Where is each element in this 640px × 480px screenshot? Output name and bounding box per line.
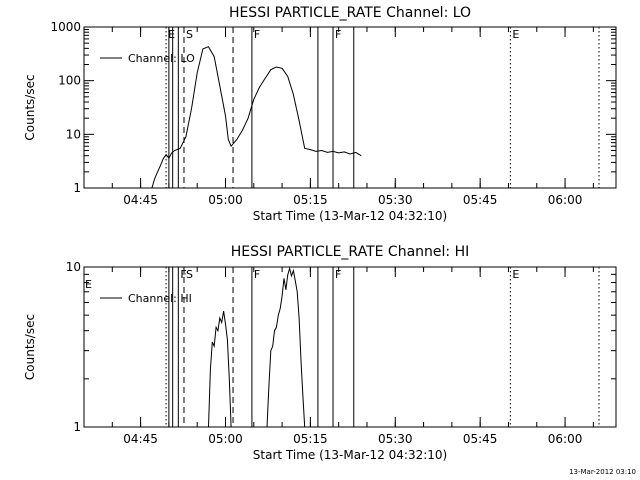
y-tick-label: 1: [73, 420, 81, 434]
x-tick-label: 05:15: [293, 432, 328, 446]
chart-title: HESSI PARTICLE_RATE Channel: LO: [229, 5, 471, 21]
y-axis-label: Counts/sec: [23, 314, 37, 380]
y-tick-label: 10: [66, 127, 81, 141]
event-marker-label: S: [186, 28, 193, 41]
event-marker-label: F: [254, 28, 260, 41]
x-tick-label: 04:45: [123, 432, 158, 446]
x-tick-label: 05:30: [378, 432, 413, 446]
event-marker-label: E: [512, 28, 519, 41]
y-axis-label: Counts/sec: [23, 74, 37, 140]
x-tick-label: 05:45: [463, 193, 498, 207]
event-marker-label: F: [180, 268, 186, 281]
event-marker-label: E: [168, 28, 175, 41]
chart-title: HESSI PARTICLE_RATE Channel: HI: [231, 244, 469, 260]
event-marker-label: E: [85, 278, 92, 291]
event-marker-label: S: [186, 268, 193, 281]
event-marker-label: F: [335, 268, 341, 281]
x-tick-label: 05:30: [378, 193, 413, 207]
x-tick-label: 05:15: [293, 193, 328, 207]
x-tick-label: 05:00: [208, 193, 243, 207]
series-line: [151, 46, 362, 188]
x-tick-label: 06:00: [548, 432, 583, 446]
x-tick-label: 04:45: [123, 193, 158, 207]
x-tick-label: 05:45: [463, 432, 498, 446]
event-marker-label: F: [335, 28, 341, 41]
series-line: [208, 311, 232, 427]
y-tick-label: 10: [66, 260, 81, 274]
x-axis-label: Start Time (13-Mar-12 04:32:10): [253, 209, 447, 223]
y-tick-label: 1000: [50, 20, 81, 34]
panel-lo: HESSI PARTICLE_RATE Channel: LO 1 10 100 100…: [23, 5, 617, 223]
legend-label: Channel: LO: [128, 52, 195, 65]
x-tick-label: 06:00: [548, 193, 583, 207]
y-tick-label: 1: [73, 181, 81, 195]
timestamp-footer: 13-Mar-2012 03:10: [569, 468, 636, 476]
y-tick-label: 100: [58, 74, 81, 88]
legend-label: Channel: HI: [128, 292, 192, 305]
x-tick-label: 05:00: [208, 432, 243, 446]
x-axis-label: Start Time (13-Mar-12 04:32:10): [253, 448, 447, 462]
plot-frame: [83, 26, 617, 189]
plot-frame: [83, 266, 617, 428]
series-line: [266, 267, 306, 427]
event-marker-label: F: [254, 268, 260, 281]
panel-hi: HESSI PARTICLE_RATE Channel: HI 1 10 04:45 0…: [23, 244, 617, 462]
event-marker-label: E: [512, 268, 519, 281]
